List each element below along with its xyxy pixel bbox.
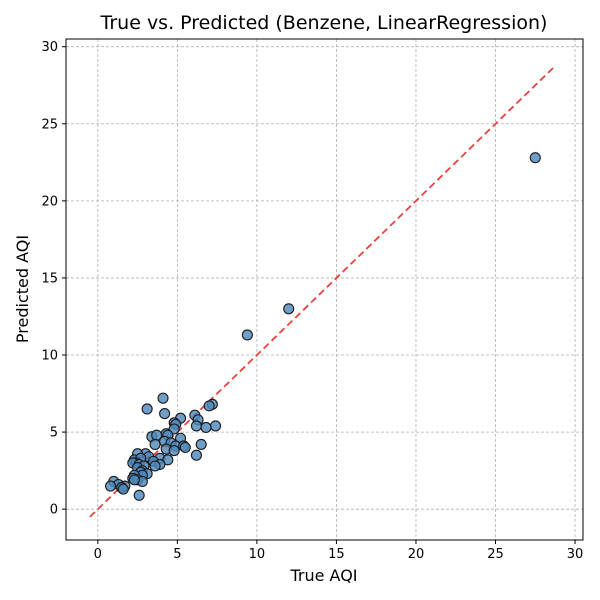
x-tick-label: 20 — [408, 547, 425, 562]
data-point — [241, 329, 253, 341]
y-tick-label: 20 — [41, 194, 58, 209]
data-point — [190, 449, 202, 461]
x-axis-label: True AQI — [289, 566, 357, 585]
data-point — [117, 483, 129, 495]
x-axis-ticks: 0 5 10 15 20 25 30 — [94, 540, 584, 562]
data-point — [104, 480, 117, 492]
chart-title: True vs. Predicted (Benzene, LinearRegre… — [100, 12, 548, 34]
data-point — [179, 441, 191, 454]
y-tick-label: 25 — [41, 117, 58, 132]
x-tick-label: 10 — [249, 547, 266, 562]
x-tick-label: 0 — [94, 547, 102, 562]
data-point — [168, 445, 180, 457]
x-tick-label: 5 — [173, 547, 181, 562]
y-axis-label: Predicted AQI — [13, 235, 32, 343]
data-point — [149, 438, 161, 450]
data-point — [141, 403, 153, 415]
data-point — [149, 460, 161, 472]
x-tick-label: 30 — [567, 547, 584, 562]
data-point — [190, 420, 202, 432]
data-point — [529, 152, 541, 164]
data-point — [133, 489, 145, 501]
y-tick-label: 5 — [50, 426, 58, 441]
x-tick-label: 25 — [487, 547, 504, 562]
y-tick-label: 15 — [41, 271, 58, 286]
data-points — [104, 152, 541, 501]
data-point — [283, 303, 295, 315]
identity-reference-line — [89, 66, 555, 518]
data-point — [200, 421, 212, 434]
data-point — [203, 400, 215, 412]
y-tick-label: 10 — [41, 349, 58, 364]
y-axis-ticks: 0 5 10 15 20 25 30 — [41, 40, 66, 518]
y-tick-label: 30 — [41, 40, 58, 55]
y-tick-label: 0 — [50, 503, 58, 518]
data-point — [195, 438, 207, 450]
data-point — [159, 408, 171, 420]
reference-line-group — [89, 66, 555, 518]
plot-frame — [65, 38, 584, 541]
data-point — [157, 392, 169, 404]
data-point — [209, 420, 222, 432]
x-tick-label: 15 — [328, 547, 345, 562]
data-point — [128, 474, 140, 486]
